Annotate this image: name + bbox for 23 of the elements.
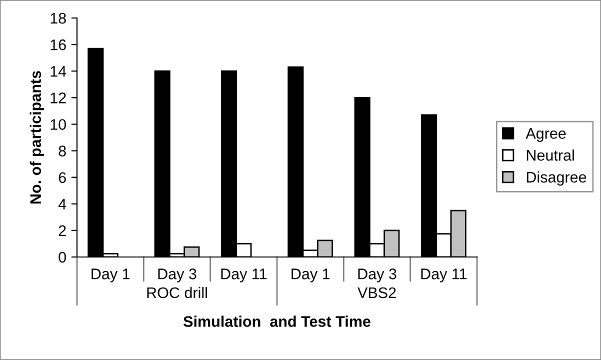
text: ROC drill bbox=[147, 286, 207, 298]
legend-label: Neutral bbox=[526, 150, 574, 161]
x-tick-label: Day 1 bbox=[292, 268, 330, 282]
y-tick-label: 16 bbox=[50, 39, 66, 50]
y-tick-label: 2 bbox=[58, 225, 66, 236]
legend-label: Agree bbox=[526, 128, 566, 142]
x-tick-label: Day 1 bbox=[92, 268, 130, 282]
legend-label: Disagree bbox=[526, 171, 586, 186]
y-tick-label: 14 bbox=[50, 66, 66, 77]
y-axis-title: No. of participants bbox=[30, 71, 44, 204]
y-tick-label: 4 bbox=[58, 198, 66, 210]
text: VBS2 bbox=[358, 287, 396, 298]
y-tick-label: 6 bbox=[58, 172, 66, 184]
y-tick-label: 18 bbox=[50, 12, 66, 24]
x-tick-label: Day 3 bbox=[358, 268, 396, 282]
x-tick-label: Day 3 bbox=[158, 268, 196, 282]
y-tick-label: 12 bbox=[50, 92, 66, 104]
x-tick-label: Day 11 bbox=[221, 268, 267, 282]
x-tick-label: Day 11 bbox=[421, 268, 467, 282]
y-tick-label: 8 bbox=[58, 146, 66, 156]
y-tick-label: 10 bbox=[50, 119, 66, 130]
x-axis-title: Simulation and Test Time bbox=[183, 316, 370, 327]
y-tick-label: 0 bbox=[58, 252, 66, 263]
